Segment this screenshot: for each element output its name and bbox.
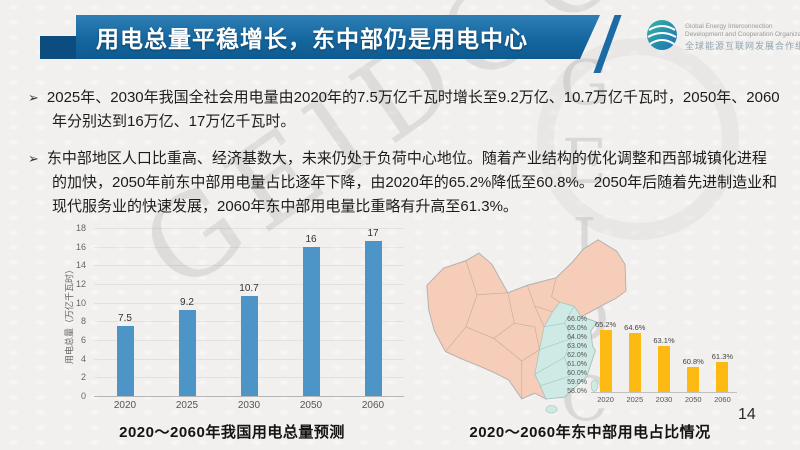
plot-area: 65.2% 64.6% 63.1% 60.8% 61.3% — [591, 320, 737, 393]
bar-value-label: 65.2% — [594, 320, 617, 329]
bar-group: 61.3% — [708, 320, 737, 392]
bar-value-label: 64.6% — [624, 322, 646, 332]
logo-line1: Global Energy Interconnection — [685, 23, 773, 31]
gridline — [94, 228, 404, 229]
x-axis-labels: 2020 2025 2030 2050 2060 — [591, 395, 737, 404]
plot-area: 7.5 9.2 10.7 16 17 — [94, 228, 404, 397]
logo-line2: Development and Cooperation Organization — [685, 31, 800, 39]
map-east-central-region — [534, 301, 598, 400]
bar — [178, 310, 196, 396]
y-tick-label: 18 — [75, 223, 86, 233]
map-hainan-island — [545, 405, 558, 414]
globe-icon — [645, 18, 679, 57]
gridline — [94, 246, 404, 248]
bar — [364, 241, 382, 396]
bar-value-label: 16 — [305, 233, 317, 245]
east-central-share-bar-chart: 66.0% 65.0% 64.0% 63.0% 62.0% 61.0% 60.0% 59.0%… — [558, 310, 744, 410]
bullet-arrow-icon: ➢ — [28, 150, 39, 166]
bar-value-label: 61.3% — [711, 352, 734, 362]
bar — [116, 326, 134, 396]
bar-group: 16 — [280, 228, 342, 396]
y-tick-label: 12 — [75, 279, 86, 289]
bar — [302, 246, 320, 396]
y-tick-label: 64.0% — [567, 334, 587, 341]
header-banner: 用电总量平稳增长，东中部仍是用电中心 — [76, 15, 600, 59]
bars-row: 7.5 9.2 10.7 16 17 — [94, 228, 404, 396]
bar — [687, 366, 700, 392]
bar-value-label: 7.5 — [118, 313, 132, 324]
bullet-list: ➢ 2025年、2030年我国全社会用电量由2020年的7.5万亿千瓦时增长至9.… — [28, 86, 780, 231]
bar — [658, 346, 670, 392]
bullet-text-2: 东中部地区人口比重高、经济基数大，未来仍处于负荷中心地位。随着产业结构的优化调整… — [46, 149, 778, 216]
y-tick-label: 10 — [75, 297, 86, 308]
bar-group: 7.5 — [94, 228, 156, 396]
logo-line3: 全球能源互联网发展合作组织 — [685, 40, 800, 51]
y-tick-label: 58.0% — [567, 388, 587, 395]
bar — [240, 296, 258, 396]
logo-text: Global Energy Interconnection Developmen… — [685, 23, 800, 52]
y-tick-label: 6 — [80, 335, 86, 345]
y-tick-label: 0 — [80, 391, 86, 401]
bar-group: 17 — [342, 228, 404, 396]
bar-value-label: 10.7 — [239, 283, 259, 295]
y-tick-label: 4 — [80, 353, 86, 364]
bar-value-label: 9.2 — [180, 297, 194, 309]
y-tick-label: 59.0% — [567, 379, 587, 386]
page-title: 用电总量平稳增长，东中部仍是用电中心 — [96, 26, 528, 52]
y-tick-label: 66.0% — [567, 316, 587, 323]
x-tick-label: 2050 — [299, 400, 323, 411]
bar — [716, 362, 729, 392]
china-map — [425, 236, 639, 416]
y-tick-label: 16 — [75, 241, 86, 252]
bar-group: 64.6% — [620, 320, 649, 392]
bar-value-label: 60.8% — [682, 356, 704, 366]
x-axis-labels: 2020 2025 2030 2050 2060 — [94, 400, 404, 411]
bar — [599, 330, 612, 392]
x-tick-label: 2030 — [237, 400, 261, 411]
y-tick-label: 60.0% — [567, 370, 587, 377]
bullet-arrow-icon: ➢ — [28, 90, 39, 105]
gridline — [94, 284, 404, 285]
x-tick-label: 2025 — [175, 400, 199, 411]
bar-group: 60.8% — [679, 320, 708, 392]
left-chart-caption: 2020～2060年我国用电总量预测 — [119, 424, 345, 441]
organization-logo: Global Energy Interconnection Developmen… — [645, 18, 800, 57]
right-chart-caption: 2020～2060年东中部用电占比情况 — [469, 424, 711, 441]
y-tick-label: 8 — [80, 316, 86, 327]
x-tick-label: 2050 — [684, 395, 702, 404]
bar-group: 10.7 — [218, 228, 280, 396]
bullet-item-1: ➢ 2025年、2030年我国全社会用电量由2020年的7.5万亿千瓦时增长至9.… — [28, 86, 780, 135]
gridline — [94, 265, 404, 267]
y-tick-label: 61.0% — [567, 361, 587, 368]
x-tick-label: 2060 — [714, 395, 731, 404]
electricity-total-bar-chart: 用电总量（万亿千瓦时） 18 16 14 12 10 8 6 4 2 0 7.5 9.2 10.7 16… — [52, 222, 412, 420]
header-accent-square — [40, 36, 76, 59]
y-tick-label: 14 — [75, 260, 86, 271]
bar-value-label: 63.1% — [653, 336, 675, 346]
x-tick-label: 2025 — [626, 395, 644, 404]
y-tick-label: 63.0% — [567, 343, 587, 350]
bar — [628, 332, 641, 392]
bar-value-label: 17 — [367, 228, 379, 239]
y-tick-label: 2 — [80, 372, 86, 383]
x-tick-label: 2060 — [361, 400, 385, 411]
x-tick-label: 2030 — [655, 395, 673, 404]
bar-group: 63.1% — [649, 320, 678, 392]
bar-group: 9.2 — [156, 228, 218, 396]
x-tick-label: 2020 — [113, 400, 137, 411]
y-tick-label: 65.0% — [567, 325, 587, 332]
y-tick-label: 62.0% — [567, 352, 587, 359]
x-tick-label: 2020 — [597, 395, 614, 404]
bar-group: 65.2% — [591, 320, 620, 392]
bullet-item-2: ➢ 东中部地区人口比重高、经济基数大，未来仍处于负荷中心地位。随着产业结构的优化调… — [28, 147, 780, 220]
map-taiwan-island — [590, 379, 598, 392]
bars-row: 65.2% 64.6% 63.1% 60.8% 61.3% — [591, 320, 737, 392]
bullet-text-1: 2025年、2030年我国全社会用电量由2020年的7.5万亿千瓦时增长至9.2… — [46, 89, 780, 131]
page-number: 14 — [738, 406, 756, 423]
